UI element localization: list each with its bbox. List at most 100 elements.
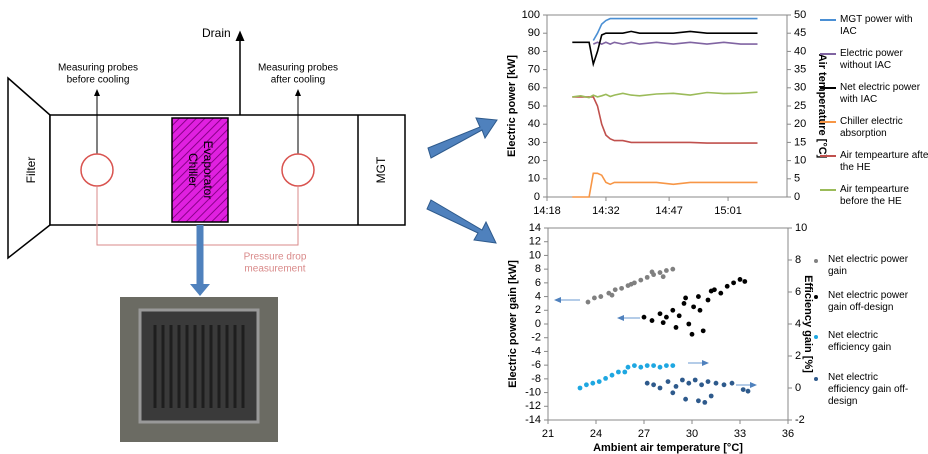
point xyxy=(644,380,650,386)
point xyxy=(628,281,634,287)
point xyxy=(737,277,743,282)
point xyxy=(657,270,663,275)
y-tick-label: 50 xyxy=(528,100,540,112)
probe-label: Measuring probes xyxy=(58,63,138,74)
chart: 0 10 20 30 40 50 60 70 80 90 100 0 5 10 15 20 25 30 35 40 45… xyxy=(506,9,828,217)
point xyxy=(670,266,676,272)
legend-label: MGT power with IAC xyxy=(840,14,913,37)
point xyxy=(625,364,631,370)
point xyxy=(673,384,679,389)
y-tick-label: 10 xyxy=(528,173,540,185)
point xyxy=(697,307,703,313)
probe-label: Measuring probes xyxy=(258,63,338,74)
legend-item: Net electric power gain off-design xyxy=(806,290,920,314)
x-tick-label: 14:47 xyxy=(655,205,683,217)
pressure-label: measurement xyxy=(244,264,305,275)
x-tick-label: 27 xyxy=(638,428,650,440)
point xyxy=(700,328,706,334)
legend-item: MGT power with IAC xyxy=(818,14,928,38)
probe-label: after cooling xyxy=(271,75,325,86)
y2-tick-label: 20 xyxy=(794,118,806,130)
legend-key xyxy=(820,19,836,21)
y-tick-label: 6 xyxy=(535,277,541,289)
y-tick-label: 14 xyxy=(529,222,541,234)
series-line xyxy=(572,30,758,68)
series-line xyxy=(572,96,758,144)
point xyxy=(745,388,751,394)
y-tick-label: 10 xyxy=(529,249,541,261)
point xyxy=(665,379,671,384)
x-tick-label: 30 xyxy=(686,428,698,440)
point xyxy=(664,363,669,368)
y-tick-label: 40 xyxy=(528,118,540,130)
x-tick-label: 14:18 xyxy=(533,205,561,217)
point xyxy=(657,385,663,391)
y-axis-label: Electric power gain [kW] xyxy=(507,260,519,388)
series-line xyxy=(592,41,758,45)
y2-tick-label: 35 xyxy=(794,64,806,76)
legend-label: Net electric efficiency gain xyxy=(828,330,892,353)
probe-label: before cooling xyxy=(67,75,130,86)
series-line xyxy=(572,91,758,99)
point xyxy=(724,283,730,289)
y-tick-label: -14 xyxy=(525,414,541,426)
probe xyxy=(80,153,114,187)
point xyxy=(664,314,669,320)
x-tick-label: 36 xyxy=(782,428,794,440)
legend-item: Net electric efficiency gain off-design xyxy=(806,372,920,408)
y-tick-label: -10 xyxy=(525,386,541,398)
y-tick-label: 2 xyxy=(535,304,541,316)
legend-label: Air tempearture after the HE xyxy=(840,150,928,173)
point xyxy=(584,382,589,388)
y2-tick-label: 10 xyxy=(794,155,806,167)
series-line xyxy=(572,172,758,198)
legend-key xyxy=(814,295,818,299)
y-tick-label: -6 xyxy=(531,359,541,371)
point xyxy=(670,390,676,396)
evaporator-label: Chiller xyxy=(186,153,200,187)
point xyxy=(696,294,701,299)
legend-label: Electric power without IAC xyxy=(840,48,903,71)
point xyxy=(657,311,663,317)
legend-label: Net electric power gain xyxy=(828,254,909,277)
point xyxy=(696,398,701,404)
point xyxy=(592,295,597,301)
y-tick-label: 60 xyxy=(528,82,540,94)
point xyxy=(664,268,669,273)
point xyxy=(708,288,714,294)
point xyxy=(590,380,596,386)
point xyxy=(740,387,746,392)
y2-tick-label: 15 xyxy=(794,136,806,148)
pressure-label: Pressure drop xyxy=(244,252,307,263)
y2-tick-label: 40 xyxy=(794,45,806,57)
point xyxy=(705,379,711,384)
y2-axis-label: Efficiency gain [%] xyxy=(802,275,814,373)
y2-axis-label: Air temperature [°C] xyxy=(816,54,828,159)
point xyxy=(649,269,655,275)
legend-key xyxy=(820,53,836,55)
point xyxy=(742,279,748,284)
filter-label: Filter xyxy=(24,157,38,184)
y2-tick-label: 6 xyxy=(795,286,801,298)
y2-tick-label: 2 xyxy=(795,350,801,362)
point xyxy=(641,314,647,320)
point xyxy=(683,396,688,402)
point xyxy=(686,321,692,327)
point xyxy=(632,363,637,368)
point xyxy=(683,295,688,301)
legend-item: Net electric power with IAC xyxy=(818,82,928,106)
y-tick-label: 0 xyxy=(534,191,540,203)
x-tick-label: 24 xyxy=(590,428,602,440)
point xyxy=(638,364,644,370)
point xyxy=(673,325,679,330)
legend-label: Net electric power gain off-design xyxy=(828,290,909,313)
legend-label: Air tempearture before the HE xyxy=(840,184,909,207)
point xyxy=(729,380,735,386)
y-tick-label: -8 xyxy=(531,373,541,385)
y-tick-label: 4 xyxy=(535,290,541,302)
legend-key xyxy=(820,87,836,89)
point xyxy=(638,277,644,283)
legend-key xyxy=(814,377,818,381)
